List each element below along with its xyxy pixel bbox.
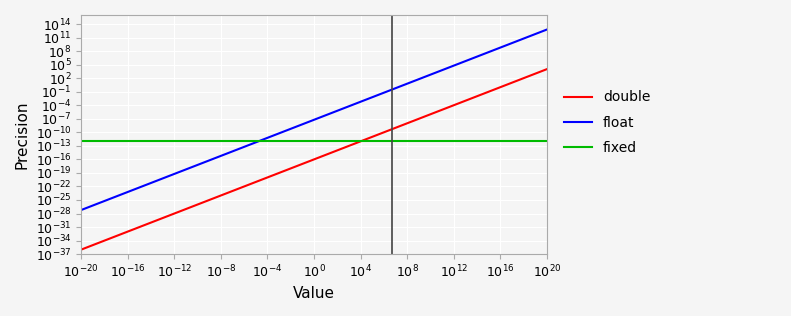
float bbox=[448, 64, 457, 68]
float bbox=[265, 135, 274, 139]
fixed bbox=[542, 139, 551, 143]
float bbox=[282, 129, 291, 132]
fixed bbox=[448, 139, 457, 143]
X-axis label: Value: Value bbox=[293, 286, 335, 301]
double bbox=[124, 229, 134, 233]
fixed bbox=[77, 139, 86, 143]
float bbox=[440, 67, 449, 71]
fixed bbox=[440, 139, 449, 143]
double bbox=[440, 107, 449, 111]
double bbox=[396, 124, 406, 128]
float bbox=[77, 208, 86, 212]
float bbox=[124, 190, 134, 193]
double bbox=[542, 67, 551, 71]
float bbox=[542, 27, 551, 31]
Line: float: float bbox=[81, 29, 547, 210]
Legend: double, float, fixed: double, float, fixed bbox=[558, 85, 656, 160]
Line: double: double bbox=[81, 69, 547, 250]
float bbox=[396, 84, 406, 88]
double bbox=[448, 104, 457, 107]
fixed bbox=[265, 139, 274, 143]
fixed bbox=[124, 139, 134, 143]
double bbox=[282, 168, 291, 172]
Y-axis label: Precision: Precision bbox=[15, 100, 30, 169]
fixed bbox=[282, 139, 291, 143]
double bbox=[265, 175, 274, 179]
double bbox=[77, 248, 86, 252]
fixed bbox=[396, 139, 406, 143]
